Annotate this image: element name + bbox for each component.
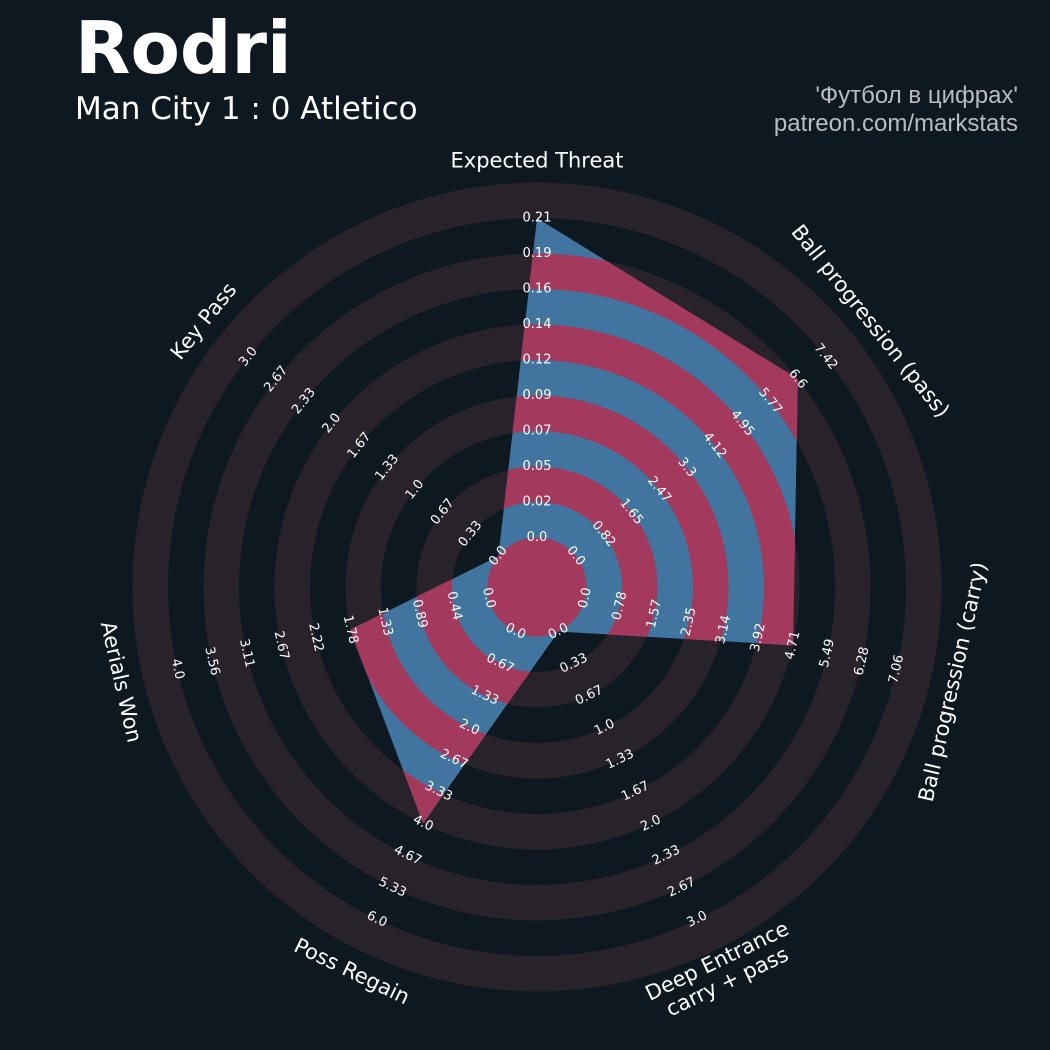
credit-line-1: 'Футбол в цифрах' — [815, 82, 1018, 109]
tick-label: 7.06 — [886, 653, 907, 685]
tick-label: 1.78 — [340, 614, 361, 646]
tick-label: 3.92 — [748, 622, 769, 654]
tick-label: 4.0 — [168, 657, 187, 681]
tick-label: 0.09 — [523, 388, 552, 403]
tick-label: 0.0 — [527, 530, 548, 545]
tick-label: 1.33 — [374, 606, 395, 638]
tick-label: 5.49 — [817, 638, 838, 670]
axis-label: Expected Threat — [451, 149, 624, 173]
tick-label: 0.0 — [576, 586, 595, 610]
tick-label: 0.02 — [523, 495, 552, 510]
credit-line-2: patreon.com/markstats — [773, 110, 1018, 137]
tick-label: 2.67 — [271, 630, 292, 662]
tick-label: 0.89 — [409, 598, 430, 630]
tick-label: 0.07 — [523, 424, 552, 439]
tick-label: 0.0 — [479, 586, 498, 610]
tick-label: 4.71 — [782, 630, 803, 662]
tick-label: 0.12 — [523, 353, 552, 368]
tick-label: 1.57 — [644, 598, 665, 630]
center-disc — [487, 537, 587, 637]
tick-label: 0.16 — [523, 282, 552, 297]
tick-label: 3.14 — [713, 614, 734, 646]
tick-label: 0.78 — [609, 590, 630, 622]
tick-label: 6.28 — [852, 645, 873, 677]
tick-label: 0.19 — [523, 246, 552, 261]
tick-label: 2.35 — [679, 606, 700, 638]
match-subtitle: Man City 1 : 0 Atletico — [75, 91, 418, 127]
tick-label: 0.05 — [523, 459, 552, 474]
tick-label: 3.11 — [236, 638, 257, 670]
tick-label: 0.44 — [444, 590, 465, 622]
tick-label: 2.22 — [305, 622, 326, 654]
tick-label: 0.21 — [523, 211, 552, 226]
tick-label: 0.14 — [523, 317, 552, 332]
tick-label: 3.56 — [201, 645, 222, 677]
page-title: Rodri — [75, 6, 292, 90]
